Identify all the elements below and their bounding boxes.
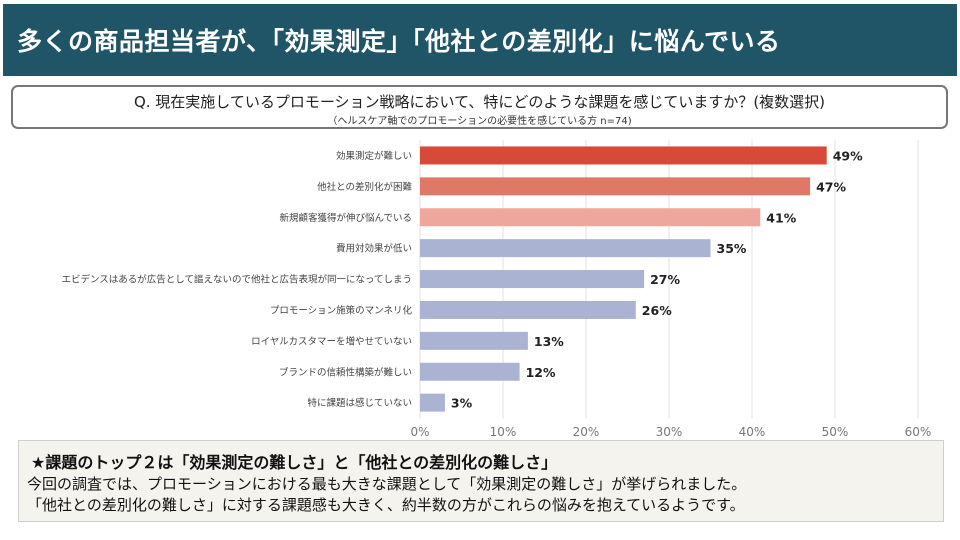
question-text: Q. 現在実施しているプロモーション戦略において、特にどのような課題を感じていま… [133,93,826,111]
bar [420,300,636,319]
category-label: 特に課題は感じていない [307,397,412,409]
sample-note: （ヘルスケア軸でのプロモーションの必要性を感じている方 n=74) [327,116,632,127]
category-label: プロモーション施策のマンネリ化 [270,304,413,316]
data-label: 49% [833,148,863,163]
data-label: 41% [766,210,796,225]
title-banner: 多くの商品担当者が、「効果測定」「他社との差別化」に悩んでいる [3,4,957,76]
bar [420,146,827,165]
data-label: 13% [534,334,564,349]
category-label: 効果測定が難しい [336,150,412,162]
x-tick-label: 60% [905,425,932,439]
data-label: 27% [650,272,680,287]
data-label: 3% [451,396,473,411]
bar [420,239,711,258]
data-label: 26% [642,303,672,318]
x-tick-label: 0% [410,425,429,439]
bar [420,362,520,381]
summary-headline: ★課題のトップ２は「効果測定の難しさ」と「他社との差別化の難しさ」 [31,453,558,472]
bar [420,208,761,227]
category-label: 新規顧客獲得が伸び悩んでいる [279,212,412,224]
bar [420,393,445,412]
bar-chart: 0% 10% 20% 30% 40% 50% 60% 効果測定が難しい 49% 他社との差別化が困… [61,140,932,439]
summary-box: ★課題のトップ２は「効果測定の難しさ」と「他社との差別化の難しさ」 今回の調査で… [18,440,944,522]
x-tick-label: 30% [656,425,683,439]
category-label: ブランドの信頼性構築が難しい [279,366,412,378]
category-label: エビデンスはあるが広告として謳えないので他社と広告表現が同一になってしまう [61,274,412,286]
bar [420,177,811,196]
summary-line-2: 「他社との差別化の難しさ」に対する課題感も大きく、約半数の方がこれらの悩みを抱え… [27,496,745,514]
category-label: ロイヤルカスタマーを増やせていない [251,335,412,347]
bar [420,331,528,350]
bar [420,270,645,289]
data-label: 12% [526,365,556,380]
x-tick-label: 50% [822,425,849,439]
page-title: 多くの商品担当者が、「効果測定」「他社との差別化」に悩んでいる [17,27,781,56]
category-label: 費用対効果が低い [336,243,412,255]
x-tick-label: 10% [490,425,517,439]
question-box: Q. 現在実施しているプロモーション戦略において、特にどのような課題を感じていま… [11,85,948,129]
x-tick-label: 20% [573,425,600,439]
data-label: 47% [816,179,846,194]
category-label: 他社との差別化が困難 [317,181,412,193]
x-tick-label: 40% [739,425,766,439]
data-label: 35% [717,241,747,256]
summary-line-1: 今回の調査では、プロモーションにおける最も大きな課題として「効果測定の難しさ」が… [27,475,747,493]
